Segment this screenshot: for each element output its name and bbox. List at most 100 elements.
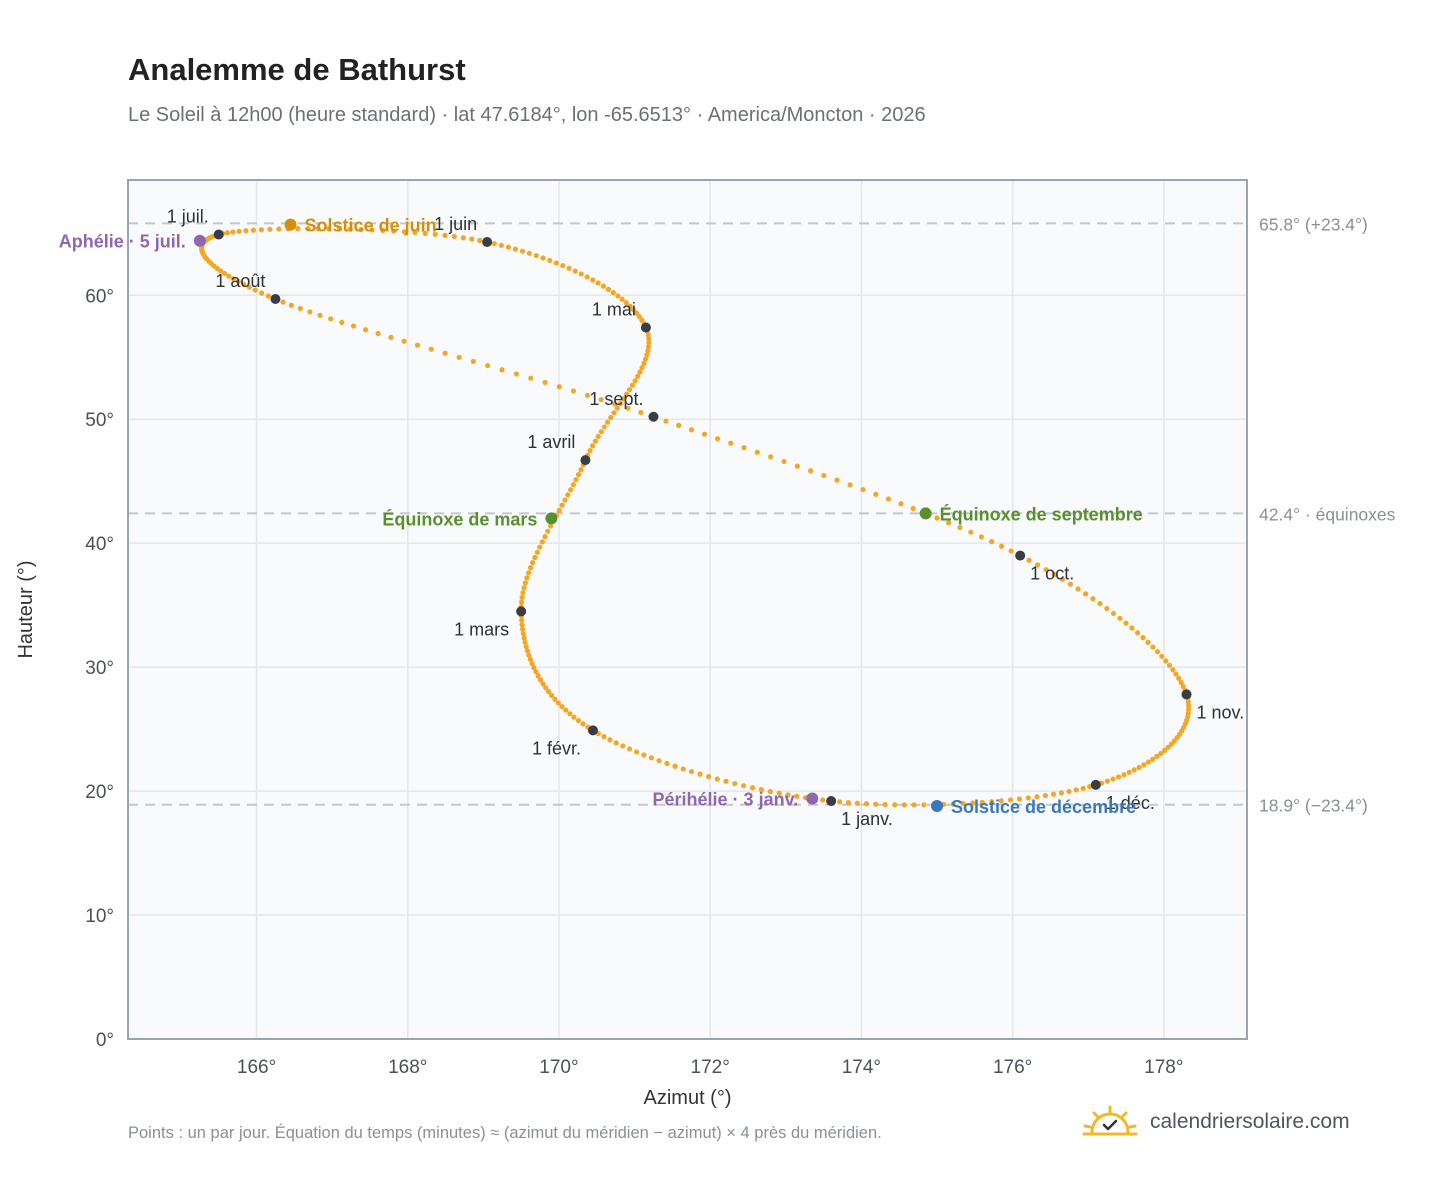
daily-point [267,226,273,232]
daily-point [634,749,640,755]
daily-point [1141,762,1147,768]
month-label: 1 févr. [532,738,581,758]
daily-point [776,790,782,796]
daily-point [615,293,621,299]
daily-point [451,233,457,240]
daily-point [1059,576,1066,582]
daily-point [1083,591,1089,597]
daily-point [732,780,738,787]
daily-point [573,477,579,483]
daily-point [566,265,572,271]
brand[interactable]: calendriersolaire.com [1082,1102,1350,1142]
daily-point [315,226,321,232]
daily-point [545,528,551,534]
month-label: 1 sept. [589,389,643,409]
daily-point [794,793,800,799]
brand-name[interactable]: calendriersolaire.com [1150,1110,1350,1133]
daily-point [235,278,241,285]
x-tick-label: 176° [993,1057,1032,1078]
x-tick-label: 174° [842,1057,881,1078]
event-label: Solstice de décembre [951,797,1136,817]
daily-point [533,669,539,675]
daily-point [519,617,525,623]
daily-point [250,227,256,233]
daily-point [375,330,381,337]
daily-point [460,235,466,241]
event-marker [193,234,206,247]
daily-point [643,356,649,362]
daily-point [568,487,574,493]
event-label: Aphélie · 5 juil. [59,232,186,252]
daily-point [524,648,531,654]
daily-point [546,689,552,695]
daily-point [280,299,286,305]
daily-point [854,800,860,806]
daily-point [362,327,369,333]
daily-point [540,681,546,687]
daily-point [688,768,695,775]
y-tick-label: 40° [85,534,114,555]
daily-point [442,350,448,356]
daily-point [664,760,670,767]
daily-point [1043,567,1049,573]
daily-point [531,665,537,671]
month-label: 1 oct. [1030,564,1074,584]
daily-point [1110,776,1116,782]
month-marker [516,606,527,617]
daily-point [656,758,662,764]
daily-point [637,369,643,375]
daily-point [676,422,682,428]
month-label: 1 déc. [1106,793,1155,813]
daily-point [1145,759,1152,765]
daily-point [837,799,843,805]
daily-point [428,346,434,352]
daily-point [1154,753,1160,759]
daily-point [624,391,630,397]
daily-point [528,375,534,381]
daily-point [537,677,544,683]
daily-point [1180,683,1186,690]
daily-point [401,229,408,235]
daily-point [537,544,543,550]
month-label: 1 janv. [841,809,893,829]
plot-area [128,180,1247,1039]
event-label: Équinoxe de septembre [940,503,1143,524]
daily-point [1129,625,1135,631]
y-axis-label: Hauteur (°) [15,560,37,658]
daily-point [989,799,995,805]
daily-point [1115,774,1122,780]
plot-border [127,179,1248,1040]
daily-point [519,622,525,628]
daily-point [305,225,311,232]
daily-point [391,228,397,234]
daily-point [807,468,814,474]
daily-point [520,590,526,596]
daily-point [901,802,907,808]
daily-point [570,388,577,394]
daily-point [590,443,596,449]
daily-point [230,276,236,282]
daily-point [532,554,538,561]
month-label: 1 août [215,271,265,291]
daily-point [607,737,613,743]
month-label: 1 nov. [1197,702,1245,722]
daily-point [571,714,577,720]
daily-point [1185,699,1191,705]
daily-point [989,539,995,545]
daily-point [910,505,916,512]
daily-point [892,802,898,808]
month-label: 1 mai [592,300,636,320]
daily-point [388,334,394,340]
daily-point [950,801,956,807]
daily-point [526,250,533,256]
daily-point [630,307,637,313]
daily-point [960,800,966,807]
daily-point [873,801,879,807]
daily-point [276,226,282,232]
daily-point [1123,620,1129,626]
daily-point [1136,764,1142,770]
daily-point [1168,741,1174,747]
daily-point [598,396,604,403]
daily-point [1042,792,1049,799]
daily-point [533,252,539,259]
